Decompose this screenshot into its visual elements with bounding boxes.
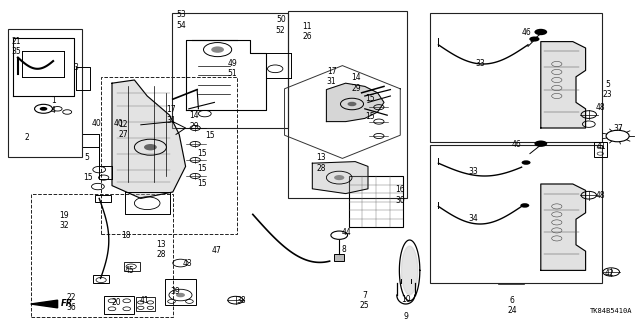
- Polygon shape: [326, 83, 384, 122]
- Text: 2: 2: [24, 133, 29, 142]
- Text: 1
4: 1 4: [51, 96, 56, 115]
- Bar: [93, 275, 109, 283]
- Bar: [101, 77, 237, 234]
- Text: 46: 46: [512, 140, 522, 149]
- Text: 14
29: 14 29: [189, 111, 199, 131]
- Polygon shape: [31, 300, 58, 308]
- Text: 5: 5: [84, 153, 90, 162]
- Bar: [136, 297, 155, 311]
- Text: 20: 20: [112, 298, 122, 307]
- Text: 43: 43: [182, 260, 192, 268]
- Text: 44: 44: [342, 228, 351, 237]
- Text: 15: 15: [365, 94, 374, 103]
- Text: 16
30: 16 30: [396, 186, 405, 205]
- Circle shape: [529, 36, 540, 42]
- Text: 17
31: 17 31: [166, 106, 176, 125]
- Text: 33: 33: [475, 60, 485, 68]
- Bar: [124, 262, 140, 271]
- Text: 37: 37: [613, 124, 623, 133]
- Polygon shape: [401, 246, 418, 295]
- Text: 21
35: 21 35: [12, 37, 21, 56]
- Text: 38: 38: [237, 296, 246, 305]
- Text: 47: 47: [211, 246, 221, 255]
- Text: 5
23: 5 23: [603, 80, 612, 99]
- Bar: [430, 145, 602, 283]
- Text: 15: 15: [365, 112, 374, 121]
- Polygon shape: [312, 162, 368, 194]
- Text: TK84B5410A: TK84B5410A: [590, 308, 632, 314]
- Text: 45: 45: [125, 266, 134, 275]
- Polygon shape: [541, 42, 586, 128]
- Bar: [95, 195, 111, 202]
- Text: 15: 15: [197, 179, 207, 188]
- Text: 17
31: 17 31: [326, 67, 337, 86]
- Bar: [288, 11, 407, 198]
- Text: 22
36: 22 36: [67, 293, 77, 312]
- Bar: [594, 142, 607, 157]
- Bar: [349, 176, 403, 227]
- Text: 15: 15: [197, 149, 207, 158]
- Text: 19
32: 19 32: [59, 211, 69, 230]
- Polygon shape: [541, 184, 586, 270]
- Circle shape: [534, 140, 547, 147]
- Text: 34: 34: [468, 214, 479, 223]
- Text: 52: 52: [275, 26, 285, 35]
- Text: 12
27: 12 27: [118, 120, 128, 139]
- Text: 15: 15: [83, 173, 93, 182]
- Bar: [165, 279, 196, 305]
- Text: 13
28: 13 28: [316, 154, 326, 173]
- Bar: [104, 296, 134, 314]
- Text: FR.: FR.: [61, 300, 76, 308]
- Bar: [430, 13, 602, 142]
- Text: 7
25: 7 25: [360, 291, 370, 310]
- Text: 13
28: 13 28: [156, 240, 166, 259]
- Bar: [172, 13, 288, 128]
- Text: 9: 9: [403, 312, 408, 320]
- Circle shape: [334, 175, 344, 180]
- Polygon shape: [112, 80, 186, 198]
- Text: 42: 42: [604, 269, 614, 278]
- Circle shape: [348, 102, 356, 106]
- Text: 6
24: 6 24: [507, 296, 517, 315]
- Circle shape: [211, 46, 224, 53]
- Circle shape: [534, 29, 547, 35]
- Text: 3: 3: [74, 63, 79, 72]
- Circle shape: [176, 293, 185, 297]
- Bar: [31, 194, 173, 317]
- Circle shape: [144, 144, 157, 150]
- Text: 33: 33: [468, 167, 479, 176]
- Text: 40: 40: [92, 119, 101, 128]
- Circle shape: [40, 107, 47, 111]
- Text: 41: 41: [140, 296, 149, 305]
- Text: 18: 18: [122, 231, 131, 240]
- Text: 10: 10: [401, 295, 411, 304]
- Text: 49
51: 49 51: [227, 59, 237, 78]
- Text: 48: 48: [595, 191, 605, 200]
- Text: 41: 41: [596, 142, 606, 151]
- Text: 15: 15: [197, 164, 207, 173]
- Text: 53
54: 53 54: [177, 10, 186, 29]
- Text: 14
29: 14 29: [351, 74, 361, 93]
- Circle shape: [522, 160, 531, 165]
- Text: 8: 8: [342, 245, 346, 254]
- Bar: [334, 254, 344, 261]
- Text: 40: 40: [114, 119, 124, 128]
- Text: 15: 15: [205, 132, 214, 140]
- Text: 11
26: 11 26: [302, 22, 312, 41]
- Circle shape: [520, 203, 529, 208]
- Text: 39: 39: [171, 287, 180, 296]
- Text: 46: 46: [522, 28, 531, 37]
- Text: 48: 48: [595, 103, 605, 112]
- Text: 50: 50: [276, 15, 286, 24]
- Bar: [8, 29, 82, 157]
